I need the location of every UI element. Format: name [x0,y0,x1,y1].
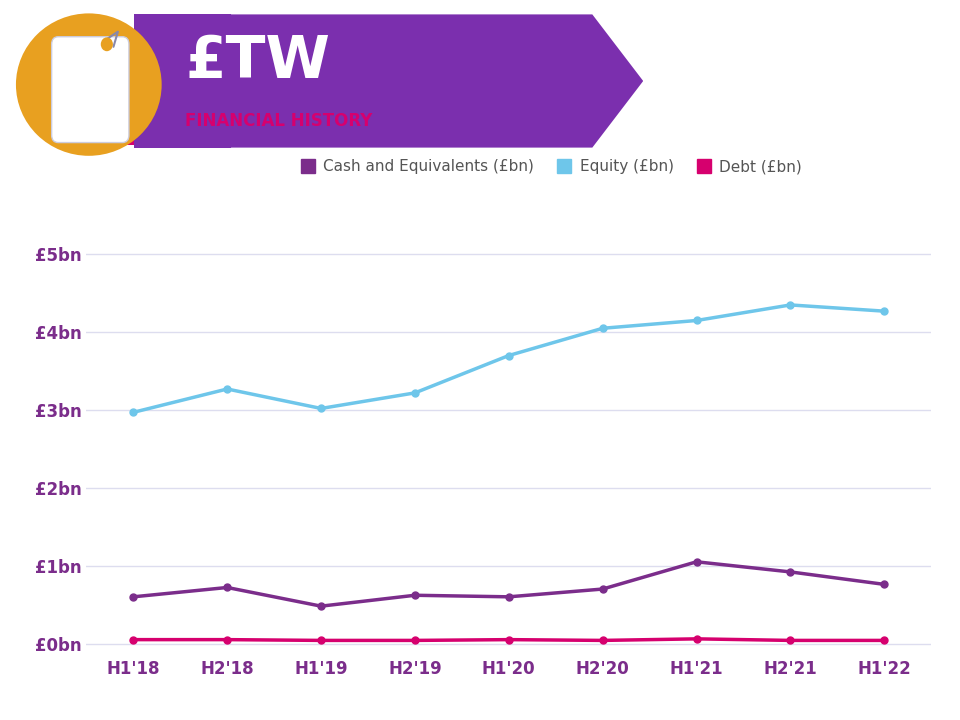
Text: £TW: £TW [185,32,330,89]
FancyBboxPatch shape [106,89,178,150]
Ellipse shape [16,14,161,156]
Text: FINANCIAL HISTORY: FINANCIAL HISTORY [185,112,372,130]
FancyBboxPatch shape [114,9,231,153]
Legend: Cash and Equivalents (£bn), Equity (£bn), Debt (£bn): Cash and Equivalents (£bn), Equity (£bn)… [294,153,808,180]
Circle shape [101,37,113,51]
FancyBboxPatch shape [52,37,129,143]
Polygon shape [134,14,643,148]
